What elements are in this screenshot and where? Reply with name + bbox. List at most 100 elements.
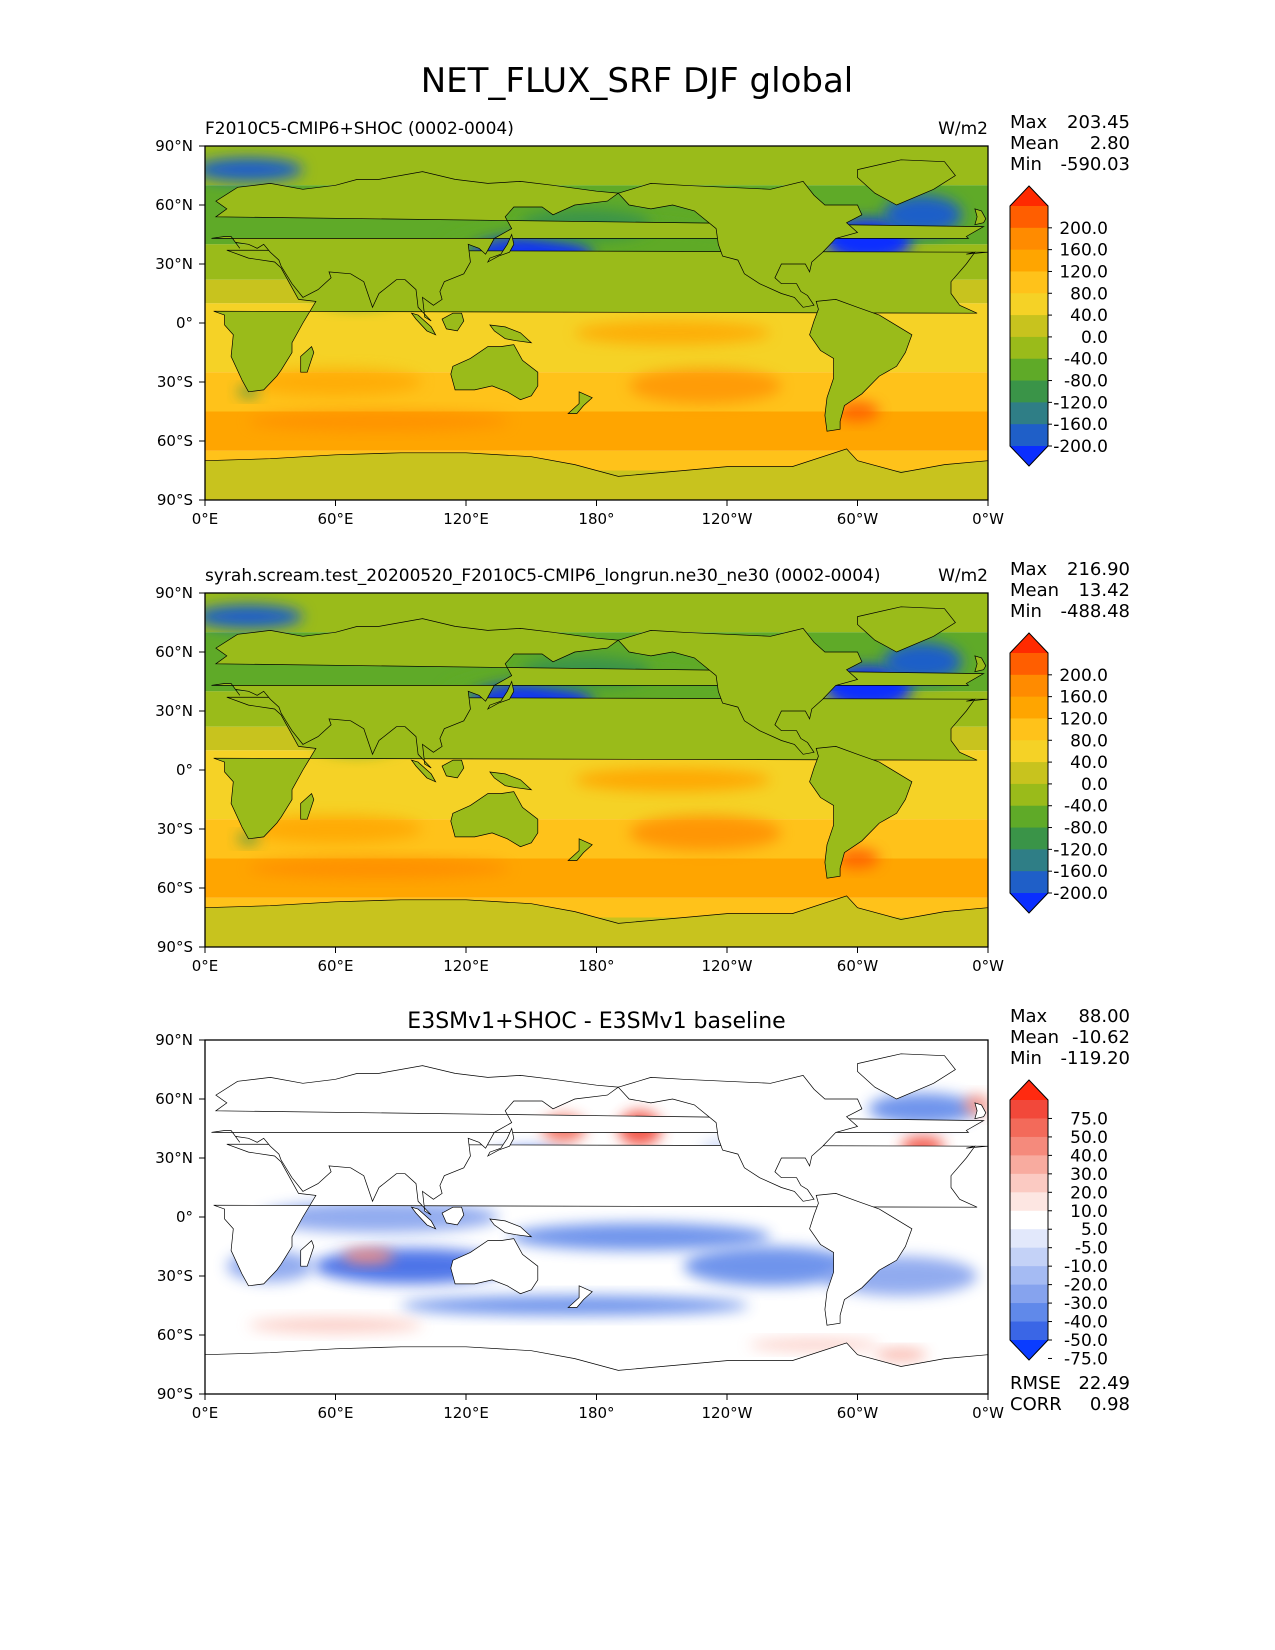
y-tick-label: 30°N	[155, 1149, 193, 1167]
diff-anomaly	[509, 1222, 771, 1251]
x-tick-label: 120°W	[702, 510, 753, 528]
x-tick-label: 180°	[578, 957, 614, 975]
stat-label-max: Max	[1010, 1006, 1048, 1027]
land-outline	[441, 759, 465, 779]
colorbar-segment	[1010, 380, 1048, 403]
panel-units: W/m2	[938, 119, 988, 139]
y-tick-label: 90°N	[155, 584, 193, 602]
colorbar-segment	[1010, 740, 1048, 763]
land-outline	[211, 1065, 985, 1216]
y-tick-label: 90°S	[157, 491, 193, 509]
colorbar-segment	[1010, 315, 1048, 338]
sepac-high	[629, 368, 782, 404]
y-tick-label: 60°N	[155, 643, 193, 661]
land-outline	[486, 680, 515, 710]
land-outline	[857, 1053, 956, 1100]
land-outline	[441, 1206, 465, 1226]
colorbar-segment	[1010, 206, 1048, 229]
diff-anomaly	[259, 1201, 499, 1233]
colorbar-segment	[1010, 358, 1048, 382]
colorbar-segment	[1010, 1192, 1048, 1212]
land-outline	[809, 746, 913, 879]
stat-label-max: Max	[1010, 112, 1048, 133]
colorbar-label: -30.0	[1064, 1294, 1108, 1314]
malvinas-high	[835, 401, 880, 422]
y-tick-label: 30°S	[157, 373, 193, 391]
y-tick-label: 90°N	[155, 1031, 193, 1049]
colorbar-label: 5.0	[1081, 1220, 1108, 1240]
y-tick-label: 30°N	[155, 255, 193, 273]
colorbar-segment	[1010, 1229, 1048, 1249]
colorbar-segment	[1010, 871, 1048, 894]
land-outline	[617, 181, 863, 308]
land-outline	[489, 324, 533, 344]
stat-label-mean: Mean	[1010, 580, 1059, 601]
diff-anomaly	[342, 1248, 395, 1265]
land-outline	[450, 344, 539, 401]
colorbar-label: 120.0	[1059, 262, 1108, 282]
land-outline	[205, 448, 988, 500]
colorbar-label: 40.0	[1070, 306, 1108, 326]
field-band	[205, 146, 988, 186]
colorbar-segment	[1010, 849, 1048, 872]
y-tick-label: 60°S	[157, 432, 193, 450]
colorbar-label: 0.0	[1081, 328, 1108, 348]
colorbar-extend-min	[1010, 1340, 1048, 1360]
colorbar-label: 80.0	[1070, 731, 1108, 751]
land-outline	[489, 771, 533, 791]
stat-label-rmse: RMSE	[1010, 1373, 1061, 1394]
malvinas-high	[835, 848, 880, 869]
colorbar-label: -80.0	[1064, 819, 1108, 839]
colorbar-label: -160.0	[1053, 862, 1108, 882]
y-tick-label: 90°S	[157, 938, 193, 956]
colorbar-segment	[1010, 762, 1048, 785]
map-field	[205, 593, 988, 947]
panel-title: F2010C5-CMIP6+SHOC (0002-0004)	[205, 119, 514, 139]
colorbar-segment	[1010, 1321, 1048, 1341]
x-tick-label: 120°E	[443, 957, 489, 975]
colorbar-label: -40.0	[1064, 1313, 1108, 1333]
colorbar-label: 30.0	[1070, 1165, 1108, 1185]
land-outline	[441, 312, 465, 332]
y-tick-label: 60°N	[155, 196, 193, 214]
land-outline	[300, 792, 315, 820]
x-tick-label: 0°W	[972, 510, 1004, 528]
x-tick-label: 120°E	[443, 1404, 489, 1422]
indian-high	[248, 815, 423, 843]
colorbar-label: -40.0	[1064, 350, 1108, 370]
colorbar-extend-max	[1010, 633, 1048, 653]
land-outline	[974, 1102, 987, 1120]
y-tick-label: 30°S	[157, 820, 193, 838]
diff-anomaly	[248, 1317, 423, 1334]
so-high	[248, 858, 510, 879]
x-tick-label: 120°W	[702, 1404, 753, 1422]
stat-label-corr: CORR	[1010, 1394, 1062, 1415]
map-panel-1: F2010C5-CMIP6+SHOC (0002-0004) W/m2 0°E 60°…	[155, 112, 1130, 528]
land-outline	[617, 628, 863, 755]
x-tick-label: 60°E	[317, 510, 353, 528]
stat-label-mean: Mean	[1010, 1027, 1059, 1048]
land-outline	[486, 1127, 515, 1157]
land-outline	[617, 1075, 863, 1202]
x-tick-label: 60°W	[837, 510, 879, 528]
eqpac-high	[574, 321, 771, 345]
eqpac-high	[574, 768, 771, 792]
stat-label-min: Min	[1010, 1048, 1042, 1069]
colorbar-segment	[1010, 249, 1048, 272]
colorbar-label: 20.0	[1070, 1183, 1108, 1203]
colorbar-label: 160.0	[1059, 241, 1108, 261]
colorbar-segment	[1010, 227, 1048, 251]
colorbar-segment	[1010, 696, 1048, 719]
map-field	[205, 1040, 988, 1394]
arctic-low	[205, 157, 303, 182]
x-tick-label: 180°	[578, 510, 614, 528]
stat-value-mean: 13.42	[1078, 580, 1130, 601]
stat-value-mean: -10.62	[1072, 1027, 1130, 1048]
x-tick-label: 180°	[578, 1404, 614, 1422]
land-outline	[567, 391, 593, 414]
y-tick-label: 60°N	[155, 1090, 193, 1108]
colorbar-label: 40.0	[1070, 753, 1108, 773]
colorbar-segment	[1010, 783, 1048, 807]
diff-anomaly	[874, 1348, 928, 1361]
diff-anomaly	[683, 1246, 858, 1286]
